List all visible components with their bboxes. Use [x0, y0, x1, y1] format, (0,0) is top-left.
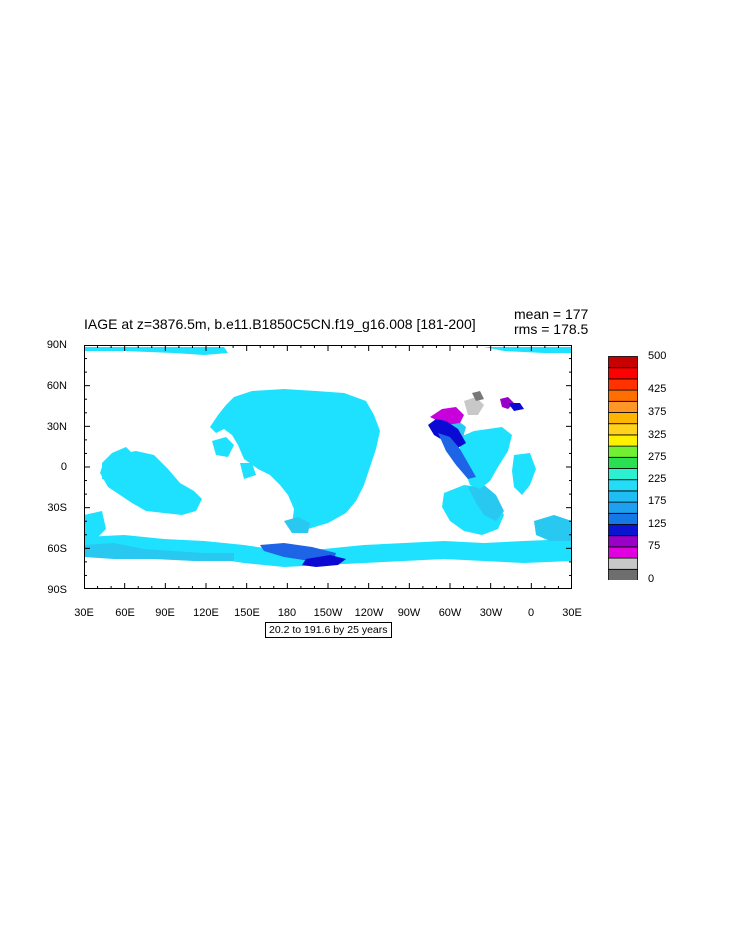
- ocean-region: [302, 555, 346, 567]
- colorbar-box: [608, 400, 638, 413]
- ocean-region: [84, 543, 234, 561]
- colorbar-box: [608, 445, 638, 458]
- colorbar-box: [608, 490, 638, 503]
- ocean-region: [534, 515, 572, 541]
- lon-label-30w: 30W: [479, 607, 503, 619]
- colorbar-box: [608, 568, 638, 580]
- plot-title: IAGE at z=3876.5m, b.e11.B1850C5CN.f19_g…: [84, 316, 476, 332]
- ocean-region: [512, 453, 536, 495]
- colorbar-label-325: 325: [648, 429, 667, 441]
- lon-label-150w: 150W: [313, 607, 343, 619]
- colorbar-label-0: 0: [648, 573, 655, 585]
- colorbar-box: [608, 557, 638, 570]
- ocean-region: [472, 391, 484, 401]
- colorbar-box: [608, 434, 638, 447]
- lon-label-90e: 90E: [155, 607, 175, 619]
- colorbar-label-125: 125: [648, 518, 667, 530]
- ocean-region: [260, 543, 336, 561]
- lon-label-60w: 60W: [438, 607, 462, 619]
- axis-ticks: [84, 345, 572, 589]
- colorbar-box: [608, 367, 638, 380]
- lon-label-150e: 150E: [234, 607, 260, 619]
- mean-stat: mean = 177: [514, 306, 589, 322]
- lon-label-90w: 90W: [397, 607, 421, 619]
- ocean-region: [84, 511, 106, 541]
- ocean-region: [210, 389, 380, 529]
- ocean-region: [464, 397, 484, 415]
- lat-label-60n: 60N: [46, 380, 67, 392]
- lon-label-30e-right: 30E: [562, 607, 582, 619]
- lon-label-30e: 30E: [74, 607, 94, 619]
- ocean-region: [468, 485, 504, 521]
- lon-label-60e: 60E: [115, 607, 135, 619]
- map-plot: [84, 345, 572, 589]
- colorbar-label-225: 225: [648, 473, 667, 485]
- colorbar-label-425: 425: [648, 383, 667, 395]
- colorbar-label-500: 500: [648, 350, 667, 362]
- colorbar-box: [608, 535, 638, 548]
- colorbar-box: [608, 512, 638, 525]
- ocean-region: [460, 427, 512, 489]
- contour-info-box: 20.2 to 191.6 by 25 years: [265, 622, 392, 638]
- colorbar-label-75: 75: [648, 540, 661, 552]
- ocean-region: [212, 437, 234, 457]
- colorbar-box: [608, 479, 638, 492]
- colorbar-box: [608, 456, 638, 469]
- colorbar-box: [608, 501, 638, 514]
- ocean-region: [240, 463, 256, 479]
- lat-label-90s: 90S: [47, 584, 67, 596]
- ocean-region: [484, 347, 572, 353]
- ocean-region: [102, 447, 134, 481]
- colorbar-label-375: 375: [648, 406, 667, 418]
- rms-stat: rms = 178.5: [514, 321, 589, 337]
- colorbar-box: [608, 356, 638, 369]
- colorbar-label-275: 275: [648, 451, 667, 463]
- ocean-region: [284, 517, 310, 533]
- map-panel: [84, 345, 572, 589]
- ocean-region: [428, 419, 466, 449]
- colorbar-box: [608, 423, 638, 436]
- lon-label-120w: 120W: [354, 607, 384, 619]
- colorbar-box: [608, 546, 638, 559]
- lat-label-30s: 30S: [47, 502, 67, 514]
- lon-label-0: 0: [527, 607, 535, 619]
- ocean-region: [508, 403, 524, 411]
- colorbar-box: [608, 524, 638, 537]
- ocean-field: [84, 347, 572, 567]
- colorbar-label-175: 175: [648, 495, 667, 507]
- colorbar-box: [608, 468, 638, 481]
- lon-label-180: 180: [277, 607, 297, 619]
- colorbar: [608, 356, 638, 580]
- lat-label-60s: 60S: [47, 543, 67, 555]
- lat-label-90n: 90N: [46, 339, 67, 351]
- colorbar-box: [608, 378, 638, 391]
- ocean-region: [438, 433, 476, 479]
- colorbar-box: [608, 389, 638, 402]
- colorbar-box: [608, 412, 638, 425]
- lat-label-eq: 0: [60, 461, 67, 473]
- ocean-region: [84, 347, 228, 355]
- lat-label-30n: 30N: [46, 421, 67, 433]
- lon-label-120e: 120E: [193, 607, 219, 619]
